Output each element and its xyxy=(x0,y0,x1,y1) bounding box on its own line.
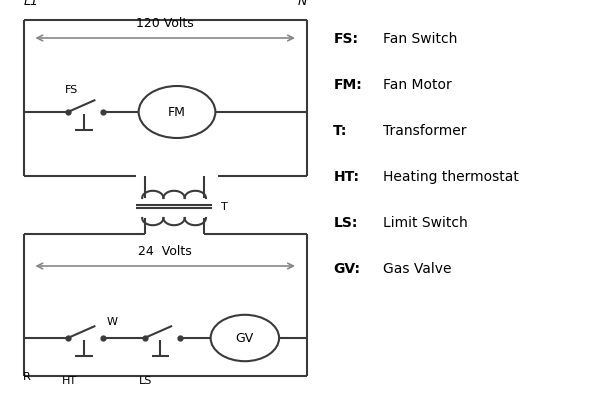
Text: HT: HT xyxy=(62,376,77,386)
Text: FS: FS xyxy=(65,85,78,95)
Text: Limit Switch: Limit Switch xyxy=(384,216,468,230)
Text: Transformer: Transformer xyxy=(384,124,467,138)
Text: T: T xyxy=(221,202,228,212)
Text: W: W xyxy=(106,317,117,327)
Text: Gas Valve: Gas Valve xyxy=(384,262,452,276)
Text: FS:: FS: xyxy=(333,32,358,46)
Text: R: R xyxy=(22,372,30,382)
Text: 24  Volts: 24 Volts xyxy=(138,245,192,258)
Text: Heating thermostat: Heating thermostat xyxy=(384,170,519,184)
Text: 120 Volts: 120 Volts xyxy=(136,17,194,30)
Text: FM:: FM: xyxy=(333,78,362,92)
Text: LS:: LS: xyxy=(333,216,358,230)
Text: N: N xyxy=(297,0,307,8)
Text: GV: GV xyxy=(236,332,254,344)
Text: GV:: GV: xyxy=(333,262,360,276)
Text: Fan Motor: Fan Motor xyxy=(384,78,453,92)
Text: L1: L1 xyxy=(24,0,38,8)
Text: Fan Switch: Fan Switch xyxy=(384,32,458,46)
Text: FM: FM xyxy=(168,106,186,118)
Text: HT:: HT: xyxy=(333,170,359,184)
Text: LS: LS xyxy=(139,376,152,386)
Text: T:: T: xyxy=(333,124,348,138)
